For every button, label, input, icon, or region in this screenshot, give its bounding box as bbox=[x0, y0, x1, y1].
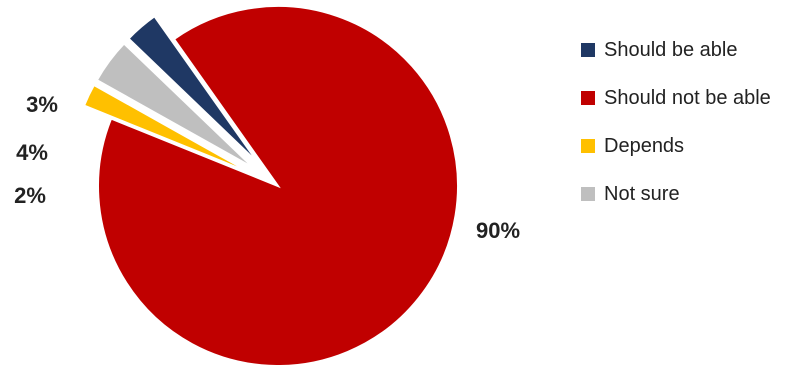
legend-label-should-be-able: Should be able bbox=[604, 38, 738, 61]
legend-swatch-depends bbox=[581, 139, 595, 153]
legend-swatch-should-be-able bbox=[581, 43, 595, 57]
legend-item-depends: Depends bbox=[581, 134, 796, 158]
legend-item-should-be-able: Should be able bbox=[581, 38, 796, 62]
legend-label-should-not-be-able: Should not be able bbox=[604, 86, 771, 109]
data-label-should-be-able: 3% bbox=[26, 92, 58, 117]
chart-legend: Should be able Should not be able Depend… bbox=[581, 38, 796, 230]
data-label-depends: 2% bbox=[14, 183, 46, 208]
pie-slice-not-sure bbox=[95, 42, 255, 170]
legend-swatch-not-sure bbox=[581, 187, 595, 201]
legend-label-not-sure: Not sure bbox=[604, 182, 680, 205]
data-label-not-sure: 4% bbox=[16, 140, 48, 165]
legend-label-depends: Depends bbox=[604, 134, 685, 157]
legend-item-not-sure: Not sure bbox=[581, 182, 796, 206]
legend-swatch-should-not-be-able bbox=[581, 91, 595, 105]
pie-slice-should-not-be-able bbox=[97, 5, 459, 365]
pie-slice-depends bbox=[82, 83, 252, 174]
pie-slice-should-be-able bbox=[127, 14, 260, 164]
data-label-should-not-be-able: 90% bbox=[476, 218, 520, 243]
legend-item-should-not-be-able: Should not be able bbox=[581, 86, 796, 110]
